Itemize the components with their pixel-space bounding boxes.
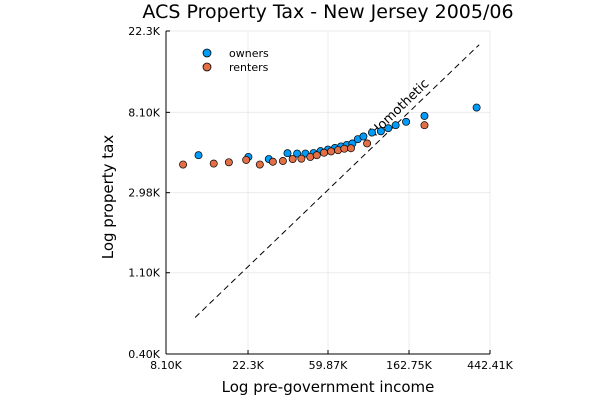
data-point-owners: [283, 149, 292, 158]
data-point-renters: [278, 157, 287, 165]
chart-title: ACS Property Tax - New Jersey 2005/06: [142, 1, 513, 23]
x-tick-label: 8.10K: [150, 359, 182, 372]
x-tick-label: 59.87K: [309, 359, 348, 372]
data-point-renters: [288, 155, 297, 163]
data-point-owners: [376, 127, 385, 136]
y-tick-label: 2.98K: [128, 187, 160, 200]
data-point-renters: [327, 147, 336, 156]
data-point-renters: [209, 159, 218, 168]
data-point-renters: [242, 155, 251, 164]
legend-label-renters: renters: [229, 61, 269, 74]
data-point-owners: [420, 111, 429, 120]
data-point-renters: [306, 152, 315, 161]
data-point-renters: [312, 151, 321, 160]
data-point-renters: [340, 144, 349, 153]
y-tick-label: 8.10K: [128, 106, 160, 119]
data-point-owners: [368, 128, 376, 137]
y-tick-label: 22.3K: [128, 25, 160, 38]
data-point-renters: [363, 139, 372, 148]
data-point-renters: [268, 157, 277, 166]
data-point-owners: [402, 117, 411, 126]
y-ticks: 0.40K 1.10K 2.98K 8.10K 22.3K: [128, 25, 170, 361]
legend-marker-renters: [202, 62, 212, 72]
data-point-renters: [320, 148, 328, 157]
data-point-owners: [359, 132, 368, 141]
data-point-owners: [293, 149, 302, 158]
y-tick-label: 0.40K: [128, 348, 160, 361]
data-point-owners: [391, 121, 400, 130]
legend-marker-owners: [202, 48, 212, 58]
reference-line-group: Homothetic: [194, 44, 480, 318]
data-point-owners: [384, 124, 393, 133]
data-point-renters: [297, 154, 306, 163]
data-point-renters: [179, 160, 188, 169]
data-point-renters: [224, 158, 233, 167]
x-tick-label: 442.41K: [467, 359, 513, 372]
x-axis-label: Log pre-government income: [222, 378, 435, 396]
homothetic-line: [194, 44, 480, 318]
legend: owners renters: [202, 47, 269, 74]
y-tick-label: 1.10K: [128, 267, 160, 280]
data-point-renters: [255, 160, 264, 169]
data-point-owners: [472, 103, 481, 112]
y-axis-label: Log property tax: [99, 135, 117, 260]
grid: [165, 30, 491, 355]
data-point-renters: [420, 121, 429, 130]
legend-label-owners: owners: [229, 47, 269, 60]
data-point-owners: [194, 151, 203, 160]
x-ticks: 8.10K 22.3K 59.87K 162.75K 442.41K: [150, 350, 514, 372]
data-points: [179, 103, 481, 169]
data-point-renters: [347, 144, 355, 153]
x-tick-label: 22.3K: [232, 359, 264, 372]
x-tick-label: 162.75K: [386, 359, 432, 372]
